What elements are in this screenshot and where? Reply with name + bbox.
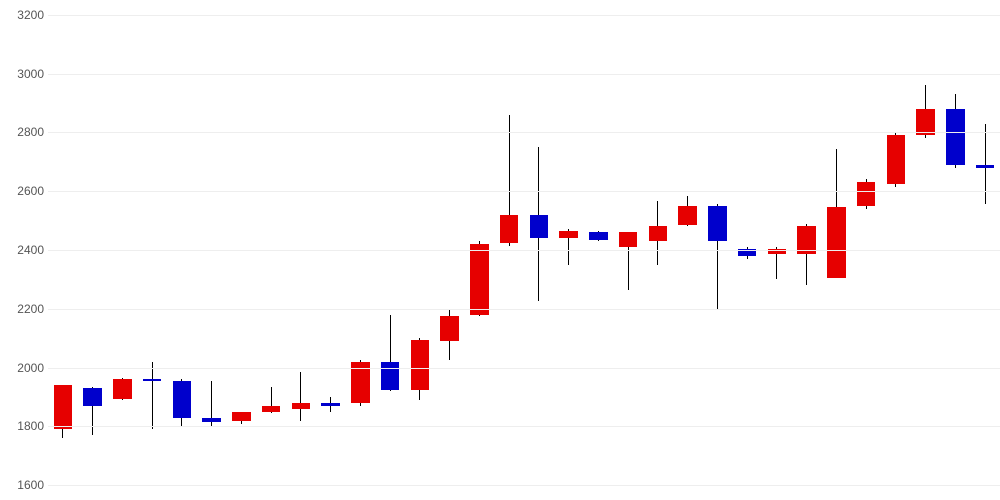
candle-body	[54, 385, 72, 429]
candle-body	[678, 206, 696, 225]
candle-body	[708, 206, 726, 241]
gridline	[48, 15, 1000, 16]
candle-body	[589, 232, 607, 239]
candle-body	[916, 109, 934, 135]
gridline	[48, 426, 1000, 427]
candle-body	[292, 403, 310, 409]
gridline	[48, 485, 1000, 486]
candle-body	[321, 403, 339, 406]
candle-body	[381, 362, 399, 390]
candle-body	[470, 244, 488, 315]
gridline	[48, 368, 1000, 369]
candle-wick	[152, 362, 153, 430]
candle-body	[232, 412, 250, 421]
candle-body	[530, 215, 548, 239]
candle-body	[262, 406, 280, 412]
candle-body	[887, 135, 905, 184]
candle-body	[143, 379, 161, 380]
candle-wick	[300, 372, 301, 421]
candle-body	[202, 418, 220, 422]
candle-body	[619, 232, 637, 247]
candle-body	[976, 165, 994, 168]
candlestick-chart: 1600 1800 2000 2200 2400 2600 2800 3000 3200	[0, 0, 1000, 500]
y-axis-tick-label: 3200	[17, 8, 44, 22]
candle-body	[173, 381, 191, 418]
candle-body	[83, 388, 101, 406]
gridline	[48, 191, 1000, 192]
y-axis-tick-label: 2400	[17, 243, 44, 257]
gridline	[48, 132, 1000, 133]
candle-body	[946, 109, 964, 165]
y-axis-tick-label: 2600	[17, 184, 44, 198]
y-axis-tick-label: 2000	[17, 361, 44, 375]
y-axis-tick-label: 3000	[17, 67, 44, 81]
gridline	[48, 250, 1000, 251]
gridline	[48, 309, 1000, 310]
candle-body	[500, 215, 518, 243]
candle-body	[857, 182, 875, 206]
candle-body	[411, 340, 429, 390]
y-axis-tick-label: 2200	[17, 302, 44, 316]
y-axis-tick-label: 1600	[17, 478, 44, 492]
candle-body	[649, 226, 667, 241]
candle-body	[440, 316, 458, 341]
y-axis-tick-label: 2800	[17, 125, 44, 139]
gridline	[48, 74, 1000, 75]
candle-body	[827, 207, 845, 278]
y-axis-tick-label: 1800	[17, 419, 44, 433]
candle-body	[559, 231, 577, 238]
candle-body	[113, 379, 131, 398]
